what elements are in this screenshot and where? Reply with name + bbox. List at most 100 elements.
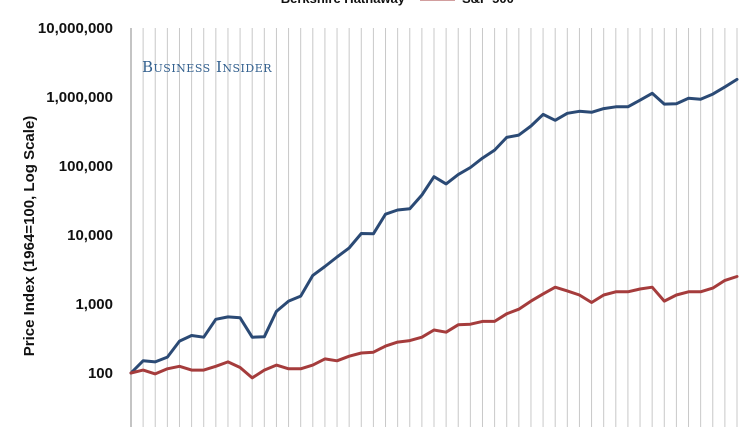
data-point: [251, 336, 254, 339]
data-point: [335, 359, 339, 363]
data-point: [178, 365, 181, 368]
data-point: [190, 368, 193, 372]
data-point: [469, 166, 472, 169]
data-point: [578, 110, 581, 113]
data-point: [554, 286, 557, 289]
data-point: [493, 320, 496, 323]
data-point: [602, 293, 605, 297]
vertical-gridlines: [130, 28, 738, 427]
legend-label: Berkshire Hathaway: [281, 0, 406, 6]
data-point: [554, 119, 557, 122]
data-point: [626, 105, 630, 109]
data-point: [723, 279, 727, 282]
data-point: [360, 351, 363, 355]
y-tick-label: 100: [88, 365, 113, 382]
y-tick-label: 10,000,000: [38, 20, 113, 37]
data-point: [590, 111, 593, 114]
data-point: [541, 292, 545, 296]
data-point: [578, 293, 581, 297]
data-point: [154, 360, 157, 364]
data-point: [166, 355, 169, 359]
data-point: [323, 265, 327, 268]
data-point: [287, 367, 290, 371]
data-point: [178, 339, 181, 343]
data-point: [566, 112, 569, 115]
data-point: [590, 301, 593, 304]
data-point: [420, 193, 424, 197]
data-point: [517, 133, 521, 137]
data-point: [311, 274, 314, 277]
data-point: [638, 98, 642, 102]
data-point: [299, 367, 302, 371]
data-point: [287, 299, 290, 303]
data-point: [372, 351, 375, 354]
data-point: [638, 287, 642, 291]
data-point: [602, 107, 605, 110]
legend-label: S&P 500: [462, 0, 514, 6]
data-point: [420, 336, 424, 339]
data-point: [214, 318, 218, 321]
y-tick-label: 10,000: [67, 227, 113, 244]
data-point: [275, 363, 278, 367]
data-point: [541, 113, 545, 116]
data-point: [202, 368, 205, 372]
data-point: [226, 360, 230, 364]
y-tick-label: 1,000,000: [46, 89, 113, 106]
data-point: [226, 315, 230, 319]
data-point: [735, 275, 739, 278]
y-tick-label: 100,000: [59, 158, 113, 175]
data-point: [699, 97, 702, 101]
data-point: [408, 207, 411, 210]
data-point: [214, 365, 218, 368]
data-point: [311, 363, 314, 367]
data-point: [517, 308, 521, 311]
data-point: [529, 299, 533, 303]
data-point: [141, 368, 145, 372]
data-point: [299, 294, 302, 298]
data-point: [505, 136, 508, 139]
data-point: [347, 355, 351, 358]
data-point: [384, 344, 387, 348]
data-point: [335, 255, 339, 259]
data-point: [469, 322, 472, 326]
series-lines: [129, 77, 739, 380]
data-point: [675, 293, 678, 297]
data-point: [481, 320, 484, 323]
data-point: [650, 92, 654, 95]
data-point: [396, 208, 399, 212]
data-point: [444, 182, 448, 186]
data-point: [457, 323, 460, 326]
data-point: [263, 368, 266, 372]
data-point: [432, 175, 436, 178]
y-axis-label: Price Index (1964=100, Log Scale): [21, 116, 38, 357]
data-point: [493, 148, 496, 152]
data-point: [129, 371, 133, 375]
data-point: [614, 105, 617, 109]
data-point: [614, 290, 617, 294]
watermark-logo: Business Insider: [142, 58, 272, 76]
data-point: [166, 367, 169, 371]
data-point: [529, 124, 533, 128]
data-point: [626, 290, 630, 294]
y-tick-label: 1,000: [75, 296, 113, 313]
data-point: [457, 173, 460, 176]
data-point: [699, 290, 702, 294]
data-point: [481, 156, 484, 160]
data-point: [687, 290, 690, 294]
data-point: [372, 232, 375, 236]
data-point: [347, 246, 351, 250]
data-point: [444, 331, 448, 334]
data-point: [505, 312, 508, 316]
data-point: [202, 336, 205, 339]
data-point: [190, 334, 193, 337]
data-point: [238, 366, 242, 369]
data-point: [275, 310, 278, 313]
data-point: [723, 85, 727, 89]
data-point: [263, 335, 266, 338]
data-point: [154, 372, 157, 376]
data-point: [711, 286, 714, 290]
data-point: [360, 232, 363, 235]
y-axis-tick-labels: 100 1,000 10,000 100,000 1,000,000 10,000,000: [38, 20, 113, 382]
data-point: [408, 339, 411, 342]
